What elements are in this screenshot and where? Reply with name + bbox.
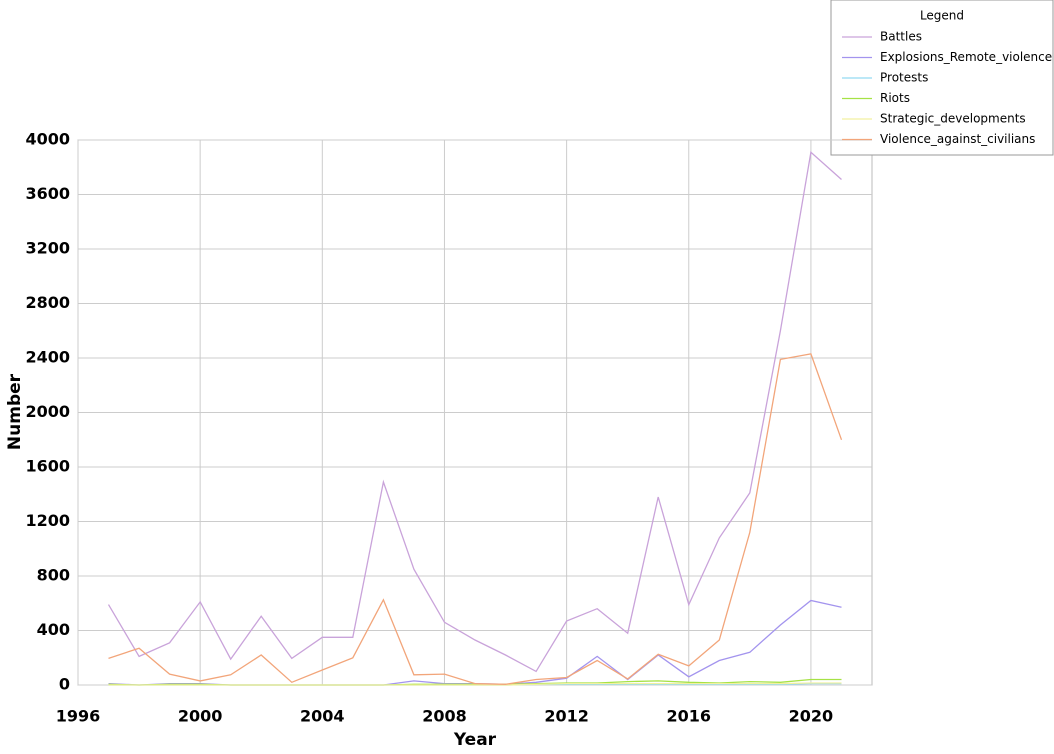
x-axis-label: Year xyxy=(453,730,497,750)
x-tick-label: 2016 xyxy=(667,707,712,726)
legend-label: Riots xyxy=(880,91,910,105)
y-axis-label: Number xyxy=(5,373,25,450)
y-tick-label: 3200 xyxy=(25,239,70,258)
legend-title: Legend xyxy=(920,9,964,23)
legend-label: Battles xyxy=(880,30,922,44)
x-tick-label: 2020 xyxy=(789,707,834,726)
y-tick-label: 800 xyxy=(37,566,70,585)
series-line xyxy=(107,151,842,673)
series-line xyxy=(108,682,842,686)
y-tick-label: 400 xyxy=(37,620,70,639)
y-tick-label: 2800 xyxy=(25,293,70,312)
x-tick-label: 2004 xyxy=(300,707,345,726)
y-tick-label: 0 xyxy=(59,675,70,694)
y-tick-label: 1600 xyxy=(25,457,70,476)
y-tick-label: 2000 xyxy=(25,402,70,421)
x-tick-label: 1996 xyxy=(56,707,101,726)
y-tick-label: 4000 xyxy=(25,130,70,149)
legend-label: Strategic_developments xyxy=(880,112,1026,126)
legend-label: Protests xyxy=(880,71,928,85)
x-tick-label: 2000 xyxy=(178,707,223,726)
y-tick-label: 3600 xyxy=(25,184,70,203)
x-tick-label: 2012 xyxy=(544,707,589,726)
series-line xyxy=(108,353,843,685)
y-tick-label: 2400 xyxy=(25,348,70,367)
x-tick-label: 2008 xyxy=(422,707,467,726)
legend-label: Explosions_Remote_violence xyxy=(880,50,1052,64)
y-tick-label: 1200 xyxy=(25,511,70,530)
legend-label: Violence_against_civilians xyxy=(880,132,1035,146)
